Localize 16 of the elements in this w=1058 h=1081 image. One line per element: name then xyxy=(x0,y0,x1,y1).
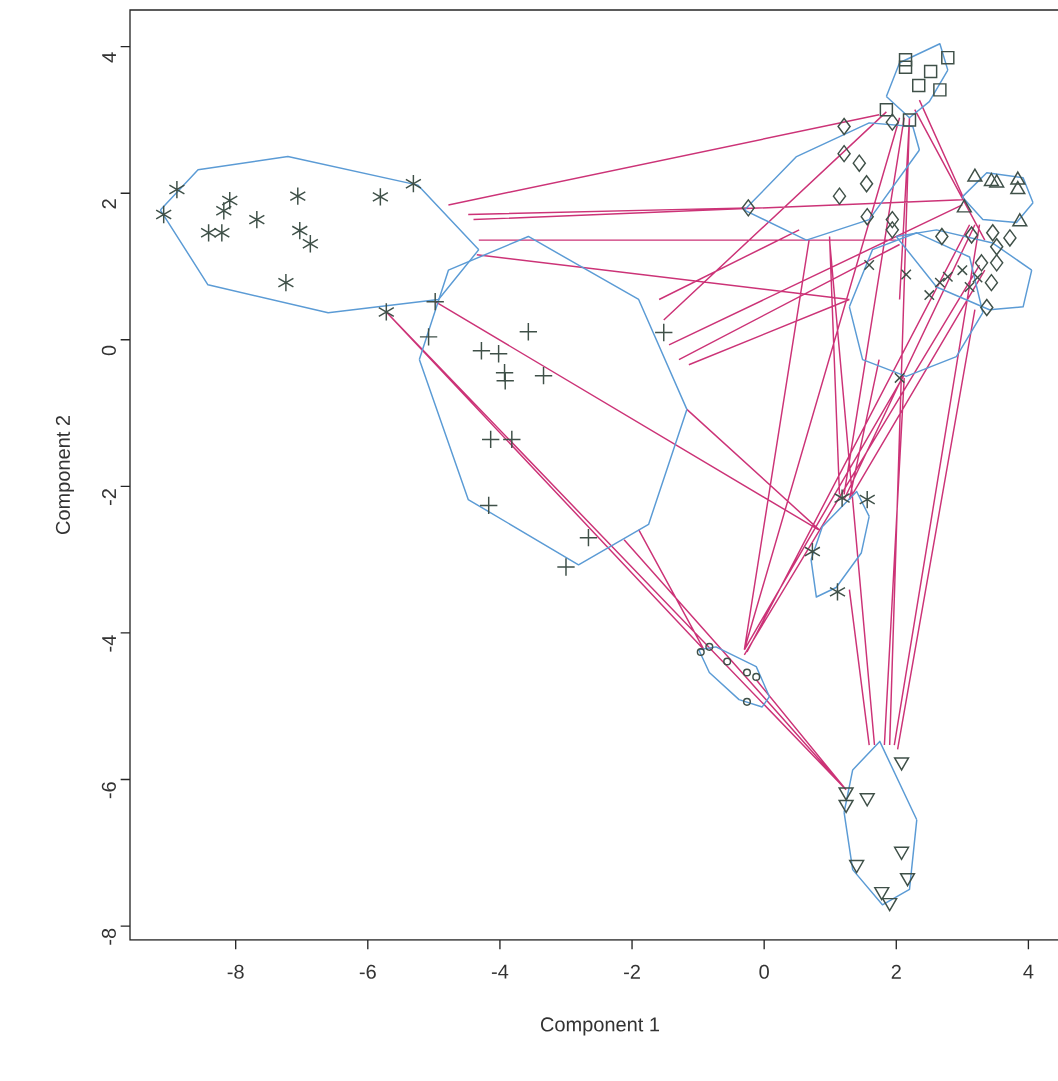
x-tick-label: 2 xyxy=(891,964,901,979)
x-tick-label: -6 xyxy=(359,964,376,979)
y-tick-label: -8 xyxy=(101,928,116,945)
y-tick-label: 2 xyxy=(101,199,116,209)
y-tick-label: -4 xyxy=(102,635,116,652)
y-tick-label: -6 xyxy=(101,782,116,799)
y-axis-title: Component 2 xyxy=(55,416,74,535)
x-tick-label: 0 xyxy=(759,964,769,979)
x-tick-label: 4 xyxy=(1023,964,1034,979)
x-tick-label: -2 xyxy=(624,964,640,979)
y-tick-label: -2 xyxy=(101,489,116,506)
x-axis-title: Component 1 xyxy=(540,1017,660,1036)
y-tick-label: 4 xyxy=(102,52,116,63)
y-tick-label: 0 xyxy=(101,345,116,356)
x-tick-label: -4 xyxy=(491,964,509,979)
x-tick-label: -8 xyxy=(227,964,244,979)
